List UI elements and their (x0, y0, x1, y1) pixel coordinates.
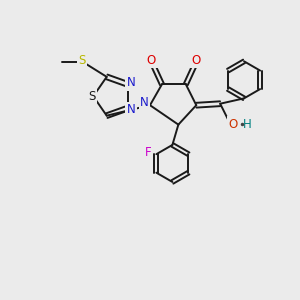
Text: N: N (127, 76, 136, 89)
Text: N: N (127, 103, 136, 116)
Text: S: S (88, 90, 95, 103)
Text: S: S (79, 54, 86, 67)
Text: H: H (243, 118, 251, 130)
Text: F: F (145, 146, 151, 159)
Text: O: O (192, 54, 201, 67)
Text: O: O (147, 54, 156, 67)
Text: O: O (228, 118, 237, 130)
Text: N: N (140, 96, 149, 109)
